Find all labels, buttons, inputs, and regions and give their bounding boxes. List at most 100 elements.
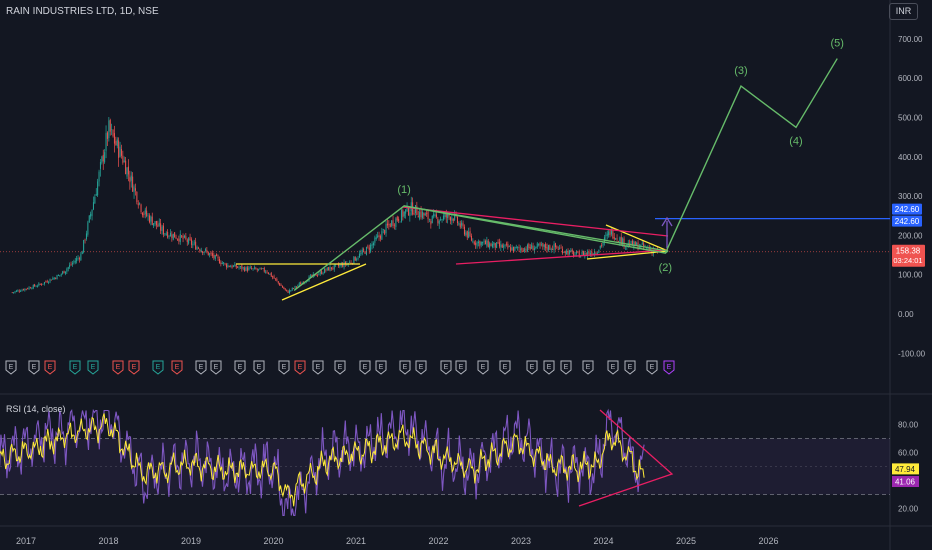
candle-body — [580, 255, 582, 258]
candle-body — [400, 209, 402, 222]
candle-body — [112, 129, 114, 137]
candle-body — [25, 288, 27, 290]
earnings-marker-letter: E — [564, 364, 569, 371]
candle-body — [582, 251, 584, 256]
earnings-marker — [646, 360, 658, 375]
earnings-marker-letter: E — [611, 364, 616, 371]
candle-body — [235, 264, 237, 268]
candle-body — [552, 249, 554, 251]
candle-body — [174, 232, 176, 238]
candle-body — [466, 231, 468, 238]
candle-body — [484, 240, 486, 245]
candle-body — [59, 275, 61, 276]
candle-body — [188, 238, 190, 244]
candle-body — [210, 252, 212, 254]
candle-body — [448, 213, 450, 217]
candle-body — [339, 264, 341, 267]
candle-body — [85, 233, 87, 239]
candle-body — [251, 268, 253, 270]
earnings-marker-letter: E — [530, 364, 535, 371]
candle-body — [554, 243, 556, 248]
candle-body — [209, 253, 211, 255]
candle-body — [120, 148, 122, 156]
candle-body — [440, 218, 442, 220]
candle-body — [277, 281, 279, 283]
candle-body — [50, 279, 52, 281]
candle-body — [542, 243, 544, 247]
candle-body — [575, 252, 577, 254]
earnings-marker — [663, 360, 675, 375]
candle-body — [340, 263, 342, 266]
candle-body — [259, 267, 261, 270]
candle-body — [323, 268, 325, 274]
candle-body — [539, 243, 541, 246]
candle-body — [571, 249, 573, 252]
candle-body — [407, 206, 409, 215]
candle-body — [146, 210, 148, 216]
candle-body — [332, 268, 334, 270]
earnings-marker — [607, 360, 619, 375]
candle-body — [53, 277, 55, 279]
candle-body — [510, 247, 512, 251]
earnings-marker — [334, 360, 346, 375]
candle-body — [80, 254, 82, 261]
candle-body — [97, 181, 99, 196]
time-tick-label: 2019 — [181, 536, 201, 546]
candle-body — [452, 218, 454, 221]
candle-body — [578, 252, 580, 258]
candle-body — [151, 216, 153, 225]
candle-body — [94, 196, 96, 204]
candle-body — [616, 238, 618, 240]
price-tick-label: 500.00 — [898, 114, 923, 123]
candle-body — [118, 140, 120, 158]
candle-body — [630, 241, 632, 246]
candle-body — [290, 290, 292, 292]
candle-body — [424, 213, 426, 216]
candle-body — [505, 243, 507, 245]
earnings-marker — [28, 360, 40, 375]
candle-body — [244, 267, 246, 271]
candle-body — [367, 246, 369, 248]
candle-body — [104, 152, 106, 163]
candle-body — [465, 232, 467, 236]
candle-body — [276, 278, 278, 281]
candle-body — [483, 240, 485, 242]
earnings-marker — [128, 360, 140, 375]
candle-body — [15, 290, 17, 292]
candle-body — [531, 244, 533, 249]
candle-body — [157, 224, 159, 227]
earnings-marker-letter: E — [481, 364, 486, 371]
candle-body — [511, 247, 513, 251]
time-tick-label: 2023 — [511, 536, 531, 546]
earnings-marker — [312, 360, 324, 375]
earnings-marker — [582, 360, 594, 375]
candle-body — [605, 235, 607, 237]
candle-body — [115, 140, 117, 145]
candle-body — [343, 262, 345, 268]
rsi-title[interactable]: RSI (14, close) — [6, 404, 66, 414]
support-line-2020 — [281, 263, 367, 301]
candle-body — [38, 283, 40, 286]
elliott-wave-path — [293, 58, 838, 291]
price-tick-label: 700.00 — [898, 35, 923, 44]
wave-label-3: (3) — [734, 65, 747, 77]
candle-body — [203, 251, 205, 253]
candle-body — [423, 212, 425, 216]
candle-body — [501, 244, 503, 248]
candle-body — [14, 291, 16, 293]
candle-body — [358, 253, 360, 258]
chart-title[interactable]: RAIN INDUSTRIES LTD, 1D, NSE — [6, 6, 159, 17]
candle-body — [560, 247, 562, 249]
candle-body — [594, 251, 596, 255]
candle-body — [108, 120, 110, 139]
candle-body — [528, 244, 530, 248]
rsi-value-badge — [892, 463, 919, 475]
earnings-marker — [253, 360, 265, 375]
candle-body — [570, 250, 572, 252]
candle-body — [372, 243, 374, 246]
rsi-tick-label: 60.00 — [898, 449, 919, 458]
currency-button[interactable]: INR — [889, 3, 918, 20]
target-arrow-head — [661, 216, 673, 227]
candle-body — [143, 213, 145, 215]
